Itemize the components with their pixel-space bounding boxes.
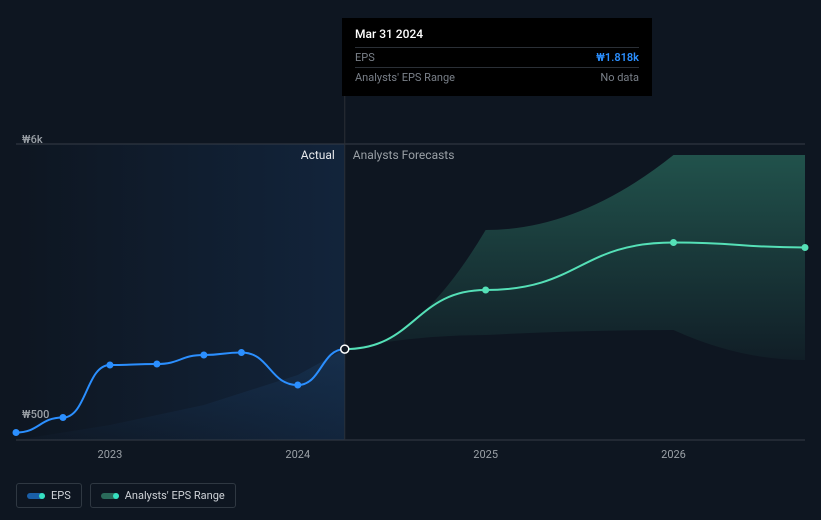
legend-dot-icon <box>39 493 45 499</box>
tooltip-row: EPS ₩1.818k <box>355 47 639 67</box>
tooltip-label: Analysts' EPS Range <box>355 71 455 84</box>
forecast-range-band <box>345 155 805 360</box>
x-tick: 2026 <box>661 448 686 461</box>
y-tick: ₩6k <box>22 133 43 146</box>
x-tick: 2024 <box>285 448 310 461</box>
x-tick: 2025 <box>473 448 498 461</box>
legend-item-range[interactable]: Analysts' EPS Range <box>90 483 236 508</box>
section-label-actual: Actual <box>301 148 335 162</box>
tooltip-date: Mar 31 2024 <box>355 27 639 41</box>
tooltip-label: EPS <box>355 51 375 64</box>
highlight-point <box>341 345 349 353</box>
legend-label: Analysts' EPS Range <box>125 489 225 502</box>
tooltip-value: ₩1.818k <box>596 51 639 64</box>
legend-dot-icon <box>113 493 119 499</box>
section-label-forecast: Analysts Forecasts <box>353 148 455 162</box>
chart-tooltip: Mar 31 2024 EPS ₩1.818k Analysts' EPS Ra… <box>342 18 652 96</box>
chart-legend: EPS Analysts' EPS Range <box>16 483 236 508</box>
legend-item-eps[interactable]: EPS <box>16 483 82 508</box>
legend-swatch <box>27 493 45 499</box>
legend-swatch <box>101 493 119 499</box>
chart-container: { "chart": { "type": "line", "width": 82… <box>0 0 821 520</box>
legend-label: EPS <box>51 489 71 502</box>
tooltip-row: Analysts' EPS Range No data <box>355 67 639 87</box>
y-tick: ₩500 <box>22 408 49 421</box>
x-tick: 2023 <box>98 448 123 461</box>
tooltip-value: No data <box>600 71 639 84</box>
